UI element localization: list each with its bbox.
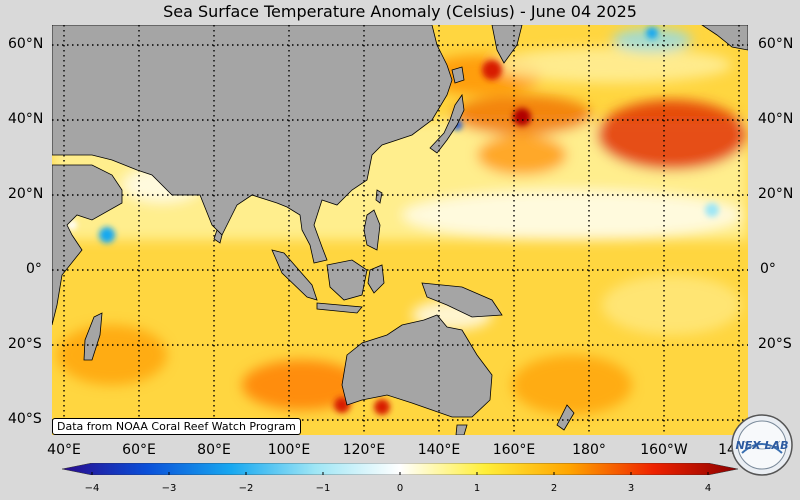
anomaly-field xyxy=(52,28,748,415)
colorbar-tick: 1 xyxy=(473,483,481,494)
lon-label-140e: 140°E xyxy=(417,442,461,458)
lat-label-20s-right: 20°S xyxy=(758,336,792,352)
lat-label-20s-left: 20°S xyxy=(8,336,42,352)
lon-label-100e: 100°E xyxy=(267,442,311,458)
sst-anomaly-map xyxy=(52,25,748,435)
landmass-madagascar xyxy=(83,312,103,361)
land-masses xyxy=(52,25,748,435)
lat-label-60n-right: 60°N xyxy=(758,36,794,52)
lat-label-40n-left: 40°N xyxy=(8,111,44,127)
landmass-eurasia xyxy=(52,25,453,264)
lon-label-160w: 160°W xyxy=(640,442,688,458)
anomaly-detail xyxy=(67,27,719,415)
lon-label-160e: 160°E xyxy=(492,442,536,458)
map-title: Sea Surface Temperature Anomaly (Celsius… xyxy=(163,2,637,21)
logo-text: NEX LAB xyxy=(736,439,789,452)
colorbar-tick: 3 xyxy=(627,483,635,494)
lat-label-40s-left: 40°S xyxy=(8,411,42,427)
colorbar-tick: −4 xyxy=(84,483,100,494)
colorbar-tick: 0 xyxy=(396,483,404,494)
lon-label-60e: 60°E xyxy=(122,442,156,458)
landmass-new-guinea xyxy=(421,282,503,318)
landmass-new-zealand xyxy=(556,404,575,431)
lat-label-20n-left: 20°N xyxy=(8,186,44,202)
data-credit: Data from NOAA Coral Reef Watch Program xyxy=(52,418,301,435)
lon-label-40e: 40°E xyxy=(47,442,81,458)
colorbar-tick: 4 xyxy=(704,483,712,494)
lon-label-80e: 80°E xyxy=(197,442,231,458)
lon-label-180: 180° xyxy=(572,442,606,458)
colorbar-tick: −2 xyxy=(238,483,254,494)
colorbar-tick: 2 xyxy=(550,483,558,494)
nexlab-logo: NEX LAB xyxy=(731,414,793,476)
landmass-japan xyxy=(429,93,465,154)
lat-label-0-left: 0° xyxy=(26,261,42,277)
landmass-africa xyxy=(52,164,123,326)
graticule xyxy=(52,25,748,435)
colorbar-tick: −1 xyxy=(315,483,331,494)
lat-label-40n-right: 40°N xyxy=(758,111,794,127)
colorbar xyxy=(62,463,738,475)
lon-label-120e: 120°E xyxy=(342,442,386,458)
landmass-australia xyxy=(341,314,493,418)
lat-label-20n-right: 20°N xyxy=(758,186,794,202)
colorbar-tick: −3 xyxy=(161,483,177,494)
lat-label-60n-left: 60°N xyxy=(8,36,44,52)
lat-label-0-right: 0° xyxy=(760,261,776,277)
